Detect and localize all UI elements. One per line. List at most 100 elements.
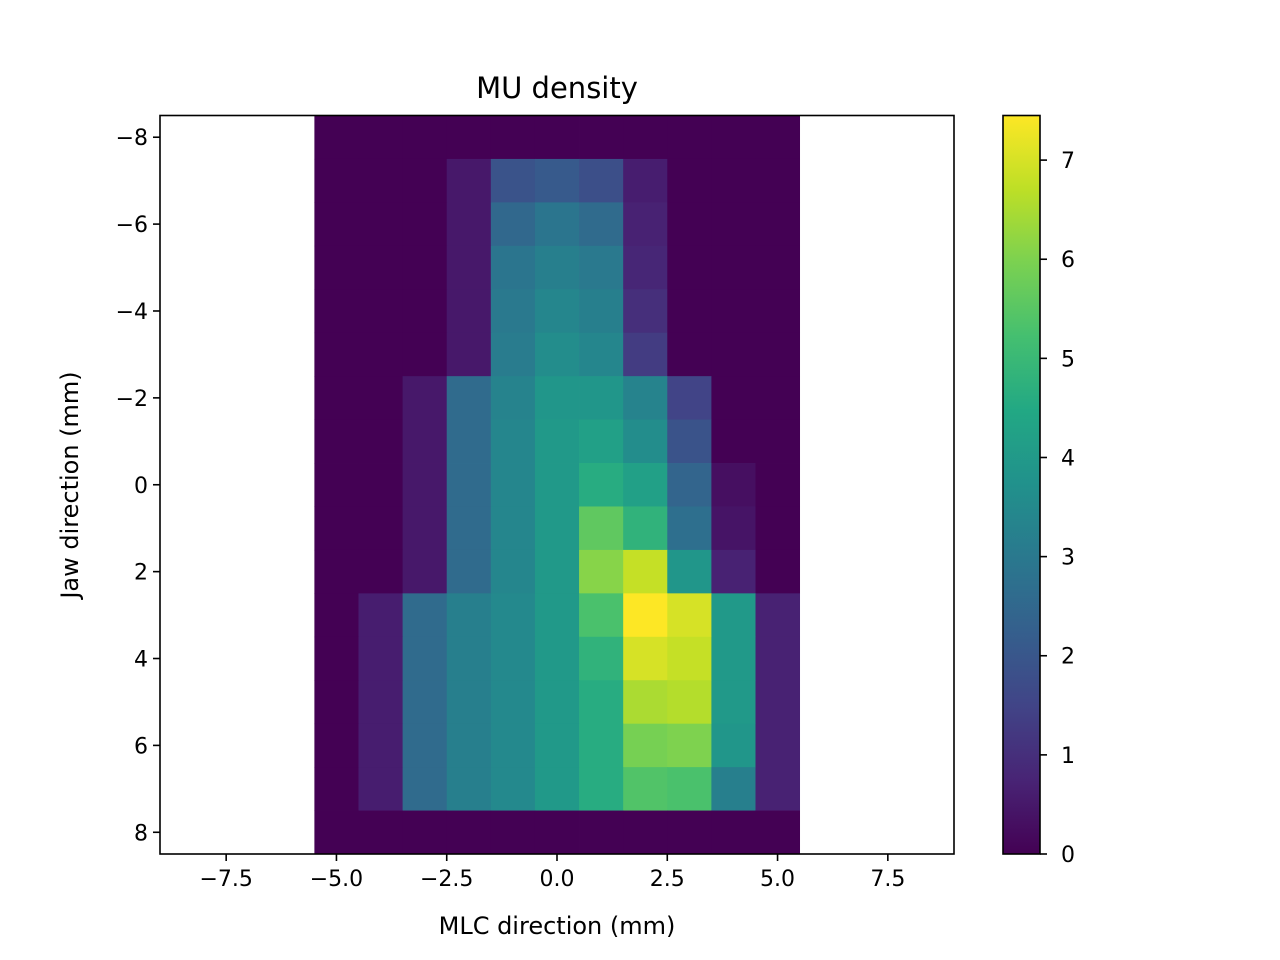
heatmap-cell (755, 245, 801, 290)
colorbar-gradient (1003, 115, 1040, 854)
heatmap-cell (314, 810, 359, 855)
heatmap-cell (579, 549, 624, 594)
heatmap-cell (446, 636, 492, 681)
heatmap-cell (314, 115, 359, 160)
heatmap-cell (402, 680, 448, 725)
heatmap-cell (667, 463, 712, 507)
heatmap-cell (402, 506, 448, 551)
heatmap-cell (711, 767, 756, 811)
y-axis-label: Jaw direction (mm) (56, 371, 84, 600)
heatmap-cell (534, 419, 580, 464)
heatmap-cell (711, 332, 756, 377)
x-tick-label: 7.5 (870, 867, 905, 892)
heatmap-cell (490, 115, 536, 160)
heatmap-cell (358, 723, 404, 768)
heatmap-cell (490, 158, 536, 203)
heatmap-cell (667, 810, 712, 855)
heatmap-cell (755, 593, 801, 638)
heatmap-cell (711, 419, 756, 464)
y-tick-label: −2 (116, 387, 148, 412)
heatmap-cell (711, 810, 756, 855)
heatmap-cell (667, 245, 712, 290)
heatmap-cell (579, 158, 624, 203)
heatmap-cell (358, 506, 404, 551)
heatmap-cell (534, 376, 580, 420)
heatmap-cell (402, 202, 448, 247)
heatmap-cell (490, 549, 536, 594)
x-tick-label: −5.0 (310, 867, 363, 892)
heatmap-cell (402, 636, 448, 681)
chart-title: MU density (476, 71, 638, 105)
heatmap-cell (579, 593, 624, 638)
heatmap-cell (667, 376, 712, 420)
colorbar-tick-label: 4 (1061, 446, 1075, 471)
heatmap-cell (667, 202, 712, 247)
heatmap-cell (358, 419, 404, 464)
heatmap-cell (711, 463, 756, 507)
heatmap-cell (667, 289, 712, 334)
heatmap-cell (446, 767, 492, 811)
heatmap-cell (667, 332, 712, 377)
x-tick-label: 5.0 (760, 867, 795, 892)
heatmap-cell (579, 115, 624, 160)
heatmap-cell (314, 506, 359, 551)
heatmap-cell (755, 680, 801, 725)
heatmap-cell (534, 115, 580, 160)
colorbar-tick-label: 0 (1061, 843, 1075, 868)
heatmap-cell (446, 115, 492, 160)
heatmap-cell (623, 593, 668, 638)
heatmap-cell (534, 680, 580, 725)
colorbar-tick-label: 6 (1061, 248, 1075, 273)
heatmap-cell (579, 463, 624, 507)
heatmap-cell (667, 593, 712, 638)
heatmap-cell (579, 202, 624, 247)
heatmap-cell (579, 245, 624, 290)
heatmap-cell (402, 419, 448, 464)
heatmap-cell (755, 376, 801, 420)
heatmap-cell (314, 723, 359, 768)
heatmap-cell (490, 636, 536, 681)
heatmap-cell (358, 549, 404, 594)
heatmap-cell (755, 158, 801, 203)
heatmap-cell (755, 767, 801, 811)
heatmap-cell (446, 289, 492, 334)
heatmap-cell (446, 810, 492, 855)
heatmap-cell (314, 419, 359, 464)
heatmap-cell (490, 376, 536, 420)
heatmap-cell (402, 158, 448, 203)
heatmap-cell (490, 419, 536, 464)
heatmap-cell (711, 636, 756, 681)
heatmap-cell (667, 419, 712, 464)
heatmap-cell (755, 115, 801, 160)
heatmap-cell (579, 419, 624, 464)
heatmap-cell (534, 332, 580, 377)
heatmap-cell (402, 767, 448, 811)
heatmap-cell (402, 115, 448, 160)
heatmap-cell (490, 593, 536, 638)
heatmap-cell (314, 376, 359, 420)
heatmap-cell (358, 376, 404, 420)
heatmap-cell (314, 289, 359, 334)
heatmap-cell (534, 810, 580, 855)
heatmap-cell (402, 463, 448, 507)
heatmap-cell (623, 549, 668, 594)
heatmap-cell (667, 636, 712, 681)
heatmap-cell (579, 506, 624, 551)
colorbar-frame (1002, 114, 1041, 855)
heatmap-cell (534, 723, 580, 768)
heatmap-cell (667, 723, 712, 768)
y-tick-label: 8 (134, 821, 148, 846)
heatmap-cell (358, 767, 404, 811)
heatmap-cell (755, 202, 801, 247)
heatmap-cell (446, 463, 492, 507)
heatmap-cell (490, 506, 536, 551)
y-tick-label: 4 (134, 648, 148, 673)
y-tick-label: 0 (134, 474, 148, 499)
heatmap-cell (623, 419, 668, 464)
heatmap-cell (446, 376, 492, 420)
heatmap-cell (446, 723, 492, 768)
heatmap-cell (490, 289, 536, 334)
heatmap-cell (534, 593, 580, 638)
heatmap-cell (402, 332, 448, 377)
